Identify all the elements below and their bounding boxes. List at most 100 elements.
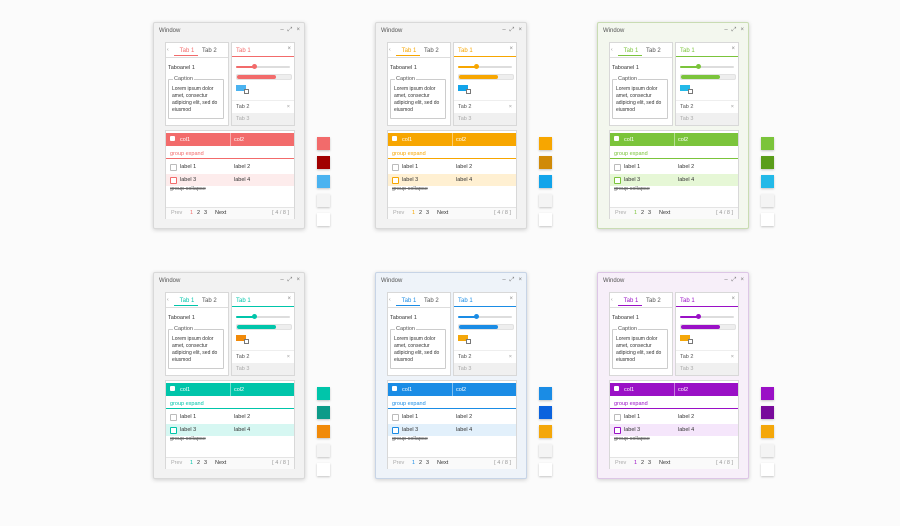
- prev-button[interactable]: Prev: [615, 210, 627, 216]
- next-button[interactable]: Next: [437, 210, 449, 216]
- row-checkbox[interactable]: [614, 414, 621, 421]
- tab-2[interactable]: Tab 2: [646, 48, 661, 54]
- close-tab-icon[interactable]: ×: [286, 354, 290, 360]
- tab-2-row[interactable]: Tab 2 ×: [454, 350, 516, 364]
- col2-header[interactable]: col2: [456, 387, 467, 393]
- color-swatch-white[interactable]: [317, 213, 330, 226]
- group-expand-row[interactable]: group expand: [614, 401, 648, 407]
- tab-3-row[interactable]: Tab 3: [232, 113, 294, 125]
- prev-button[interactable]: Prev: [393, 460, 405, 466]
- table-row-selected[interactable]: label 3 label 4: [388, 424, 516, 436]
- chevron-left-icon[interactable]: ‹: [389, 47, 391, 53]
- col2-header[interactable]: col2: [234, 387, 245, 393]
- table-row[interactable]: label 1 label 2: [388, 161, 516, 173]
- color-swatch-dark[interactable]: [317, 156, 330, 169]
- tab-3-row[interactable]: Tab 3: [232, 363, 294, 375]
- color-swatch-white[interactable]: [761, 463, 774, 476]
- color-swatch-white[interactable]: [539, 463, 552, 476]
- tab-2[interactable]: Tab 2: [202, 48, 217, 54]
- tab-2-row[interactable]: Tab 2 ×: [676, 350, 738, 364]
- color-swatch-dark[interactable]: [539, 406, 552, 419]
- select-all-checkbox[interactable]: [614, 136, 619, 141]
- next-button[interactable]: Next: [659, 460, 671, 466]
- window[interactable]: Window – ⤢ × ‹ Tab 1 Tab 2 Taboanel 1 Ca…: [153, 272, 305, 479]
- column-divider[interactable]: [230, 133, 231, 146]
- col1-header[interactable]: col1: [402, 137, 413, 143]
- color-swatch-secondary[interactable]: [761, 425, 774, 438]
- window[interactable]: Window – ⤢ × ‹ Tab 1 Tab 2 Taboanel 1 Ca…: [153, 22, 305, 229]
- page-3[interactable]: 3: [648, 210, 652, 216]
- color-swatch-primary[interactable]: [317, 137, 330, 150]
- window[interactable]: Window – ⤢ × ‹ Tab 1 Tab 2 Taboanel 1 Ca…: [597, 22, 749, 229]
- color-swatch-light[interactable]: [317, 194, 330, 207]
- color-picker-button[interactable]: [458, 85, 468, 91]
- color-swatch-light[interactable]: [761, 444, 774, 457]
- page-2[interactable]: 2: [641, 210, 645, 216]
- color-swatch-light[interactable]: [539, 444, 552, 457]
- close-tab-icon[interactable]: ×: [509, 46, 513, 52]
- group-collapse-row[interactable]: group collapse: [170, 436, 206, 442]
- chevron-left-icon[interactable]: ‹: [611, 297, 613, 303]
- tab-1[interactable]: Tab 1: [179, 48, 195, 54]
- chevron-down-icon[interactable]: [688, 339, 693, 344]
- chevron-left-icon[interactable]: ‹: [389, 297, 391, 303]
- color-swatch-white[interactable]: [317, 463, 330, 476]
- close-icon[interactable]: ×: [518, 27, 522, 33]
- tab-2[interactable]: Tab 2: [424, 298, 439, 304]
- col2-header[interactable]: col2: [678, 387, 689, 393]
- row-checkbox[interactable]: [392, 427, 399, 434]
- page-1[interactable]: 1: [634, 210, 638, 216]
- next-button[interactable]: Next: [215, 460, 227, 466]
- tab-3-row[interactable]: Tab 3: [676, 113, 738, 125]
- window[interactable]: Window – ⤢ × ‹ Tab 1 Tab 2 Taboanel 1 Ca…: [375, 22, 527, 229]
- col1-header[interactable]: col1: [180, 387, 191, 393]
- tab-2[interactable]: Tab 2: [424, 48, 439, 54]
- table-row[interactable]: label 1 label 2: [610, 161, 738, 173]
- color-swatch-white[interactable]: [539, 213, 552, 226]
- color-swatch-primary[interactable]: [761, 387, 774, 400]
- group-expand-row[interactable]: group expand: [170, 151, 204, 157]
- page-3[interactable]: 3: [648, 460, 652, 466]
- color-swatch-primary[interactable]: [539, 137, 552, 150]
- tab-1[interactable]: Tab 1: [179, 298, 195, 304]
- slider-handle[interactable]: [252, 64, 258, 69]
- col1-header[interactable]: col1: [402, 387, 413, 393]
- close-tab-icon[interactable]: ×: [508, 354, 512, 360]
- color-swatch-light[interactable]: [539, 194, 552, 207]
- prev-button[interactable]: Prev: [171, 210, 183, 216]
- tab-2[interactable]: Tab 2: [202, 298, 217, 304]
- table-row-selected[interactable]: label 3 label 4: [166, 174, 294, 186]
- close-tab-icon[interactable]: ×: [286, 104, 290, 110]
- slider-handle[interactable]: [696, 64, 702, 69]
- color-swatch-dark[interactable]: [539, 156, 552, 169]
- maximize-icon[interactable]: ⤢: [731, 277, 737, 283]
- tab-1[interactable]: Tab 1: [623, 48, 639, 54]
- color-picker-button[interactable]: [236, 85, 246, 91]
- table-row[interactable]: label 1 label 2: [388, 411, 516, 423]
- tab-3-row[interactable]: Tab 3: [454, 363, 516, 375]
- column-divider[interactable]: [230, 383, 231, 396]
- row-checkbox[interactable]: [392, 177, 399, 184]
- group-collapse-row[interactable]: group collapse: [392, 436, 428, 442]
- column-divider[interactable]: [452, 133, 453, 146]
- close-tab-icon[interactable]: ×: [730, 104, 734, 110]
- chevron-down-icon[interactable]: [466, 339, 471, 344]
- page-1[interactable]: 1: [190, 210, 194, 216]
- minimize-icon[interactable]: –: [280, 277, 284, 283]
- page-3[interactable]: 3: [204, 460, 208, 466]
- tab-2-row[interactable]: Tab 2 ×: [676, 100, 738, 114]
- color-swatch-secondary[interactable]: [761, 175, 774, 188]
- row-checkbox[interactable]: [170, 414, 177, 421]
- color-swatch-secondary[interactable]: [317, 425, 330, 438]
- page-3[interactable]: 3: [204, 210, 208, 216]
- tab-1[interactable]: Tab 1: [680, 298, 695, 304]
- select-all-checkbox[interactable]: [170, 386, 175, 391]
- color-swatch-light[interactable]: [761, 194, 774, 207]
- col1-header[interactable]: col1: [180, 137, 191, 143]
- maximize-icon[interactable]: ⤢: [509, 27, 515, 33]
- group-expand-row[interactable]: group expand: [392, 401, 426, 407]
- select-all-checkbox[interactable]: [614, 386, 619, 391]
- color-picker-button[interactable]: [680, 85, 690, 91]
- next-button[interactable]: Next: [215, 210, 227, 216]
- table-row[interactable]: label 1 label 2: [166, 161, 294, 173]
